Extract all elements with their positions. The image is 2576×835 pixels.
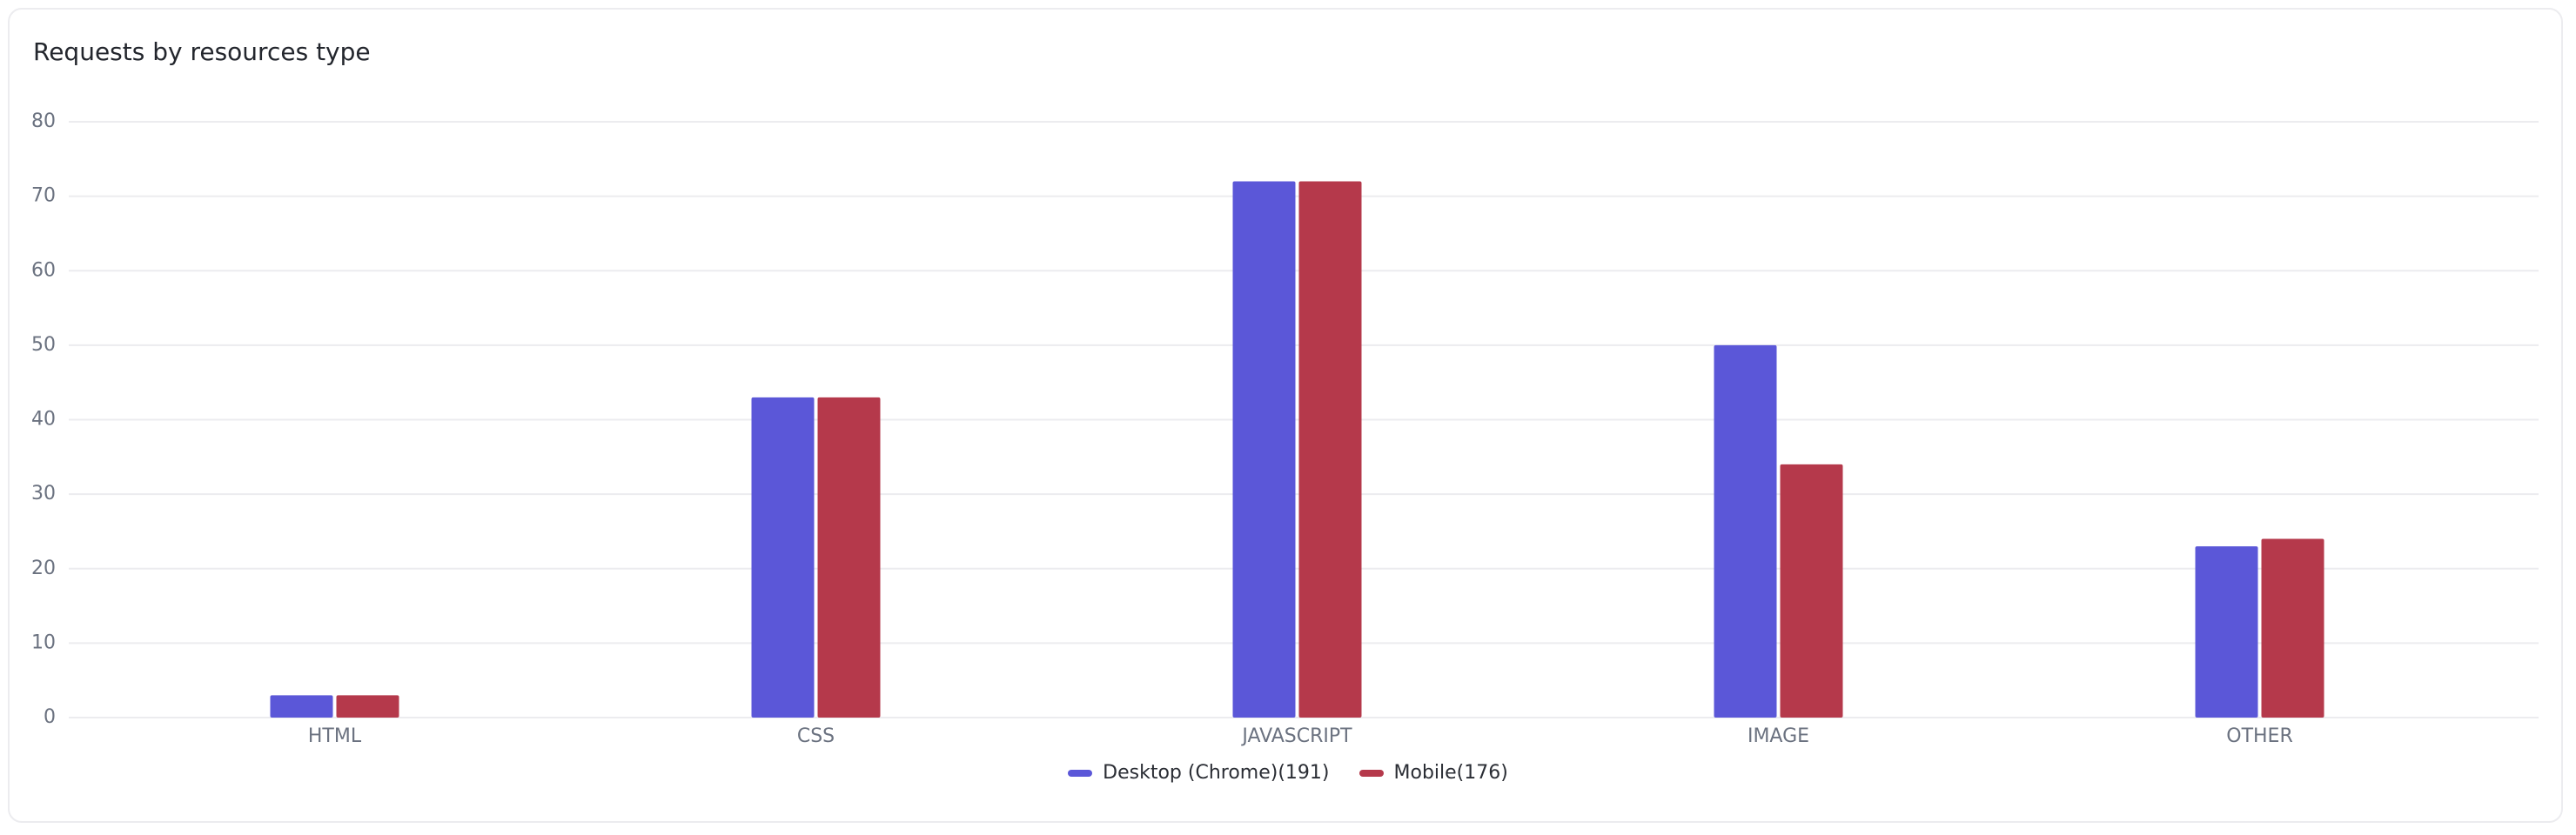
- legend-item[interactable]: Desktop (Chrome)(191): [1068, 762, 1330, 784]
- bar: [1298, 181, 1362, 718]
- x-tick-label: IMAGE: [1748, 725, 1809, 747]
- legend-item[interactable]: Mobile(176): [1358, 762, 1508, 784]
- bar: [751, 397, 815, 718]
- y-tick-label: 20: [31, 558, 56, 579]
- y-tick-label: 70: [31, 185, 56, 207]
- x-tick-label: CSS: [797, 725, 835, 747]
- bar: [817, 397, 881, 718]
- bar: [1232, 181, 1296, 718]
- legend-swatch: [1068, 769, 1093, 777]
- bar: [2261, 538, 2324, 718]
- card: [8, 8, 2563, 823]
- y-tick-label: 50: [31, 334, 56, 356]
- bar: [270, 695, 333, 718]
- bar: [336, 695, 399, 718]
- legend-swatch: [1358, 769, 1384, 777]
- x-tick-label: JAVASCRIPT: [1240, 725, 1352, 747]
- bar: [1780, 464, 1843, 718]
- chart-title: Requests by resources type: [33, 37, 371, 66]
- bar: [2195, 546, 2258, 718]
- y-tick-label: 40: [31, 409, 56, 431]
- y-tick-label: 10: [31, 631, 56, 653]
- bar: [1714, 344, 1777, 718]
- y-tick-label: 60: [31, 259, 56, 281]
- y-tick-label: 80: [31, 110, 56, 132]
- x-tick-label: OTHER: [2226, 725, 2292, 747]
- y-tick-label: 30: [31, 483, 56, 504]
- legend-label: Mobile(176): [1393, 762, 1508, 784]
- y-tick-label: 0: [44, 706, 56, 728]
- legend-label: Desktop (Chrome)(191): [1103, 762, 1330, 784]
- legend: Desktop (Chrome)(191) Mobile(176): [0, 762, 2576, 784]
- x-tick-label: HTML: [308, 725, 362, 747]
